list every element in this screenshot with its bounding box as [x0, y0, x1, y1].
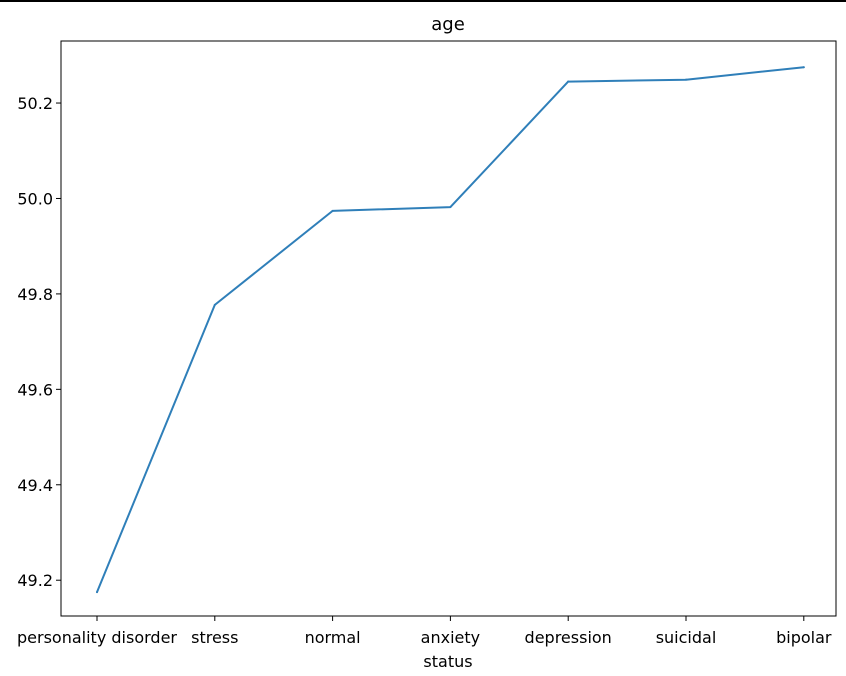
y-tick-label: 49.6: [17, 380, 53, 399]
y-tick-label: 49.4: [17, 476, 53, 495]
data-point: [213, 303, 216, 306]
y-tick-label: 50.0: [17, 189, 53, 208]
x-tick-label: depression: [525, 628, 612, 647]
data-point: [96, 591, 98, 594]
series-group: [96, 66, 805, 594]
data-point: [567, 80, 570, 83]
data-point: [331, 209, 334, 212]
y-tick-label: 49.8: [17, 285, 53, 304]
top-border-line: [0, 0, 846, 2]
x-axis: personality disorder stress normal anxiety d…: [17, 616, 832, 647]
series-line: [96, 66, 805, 594]
x-tick-label: personality disorder: [17, 628, 177, 647]
plot-frame: [60, 40, 837, 617]
y-tick-label: 50.2: [17, 94, 53, 113]
y-tick-label: 49.2: [17, 571, 53, 590]
x-tick-label: anxiety: [421, 628, 480, 647]
x-tick-label: suicidal: [656, 628, 717, 647]
data-point: [685, 78, 687, 81]
y-axis: 49.2 49.4 49.6 49.8 50.0 50.2: [17, 94, 61, 590]
chart-title: age: [431, 14, 465, 35]
x-tick-label: normal: [305, 628, 361, 647]
data-point: [449, 206, 452, 209]
data-point: [802, 66, 805, 69]
x-tick-label: stress: [191, 628, 238, 647]
x-axis-label: status: [423, 652, 472, 671]
x-tick-label: bipolar: [776, 628, 832, 647]
